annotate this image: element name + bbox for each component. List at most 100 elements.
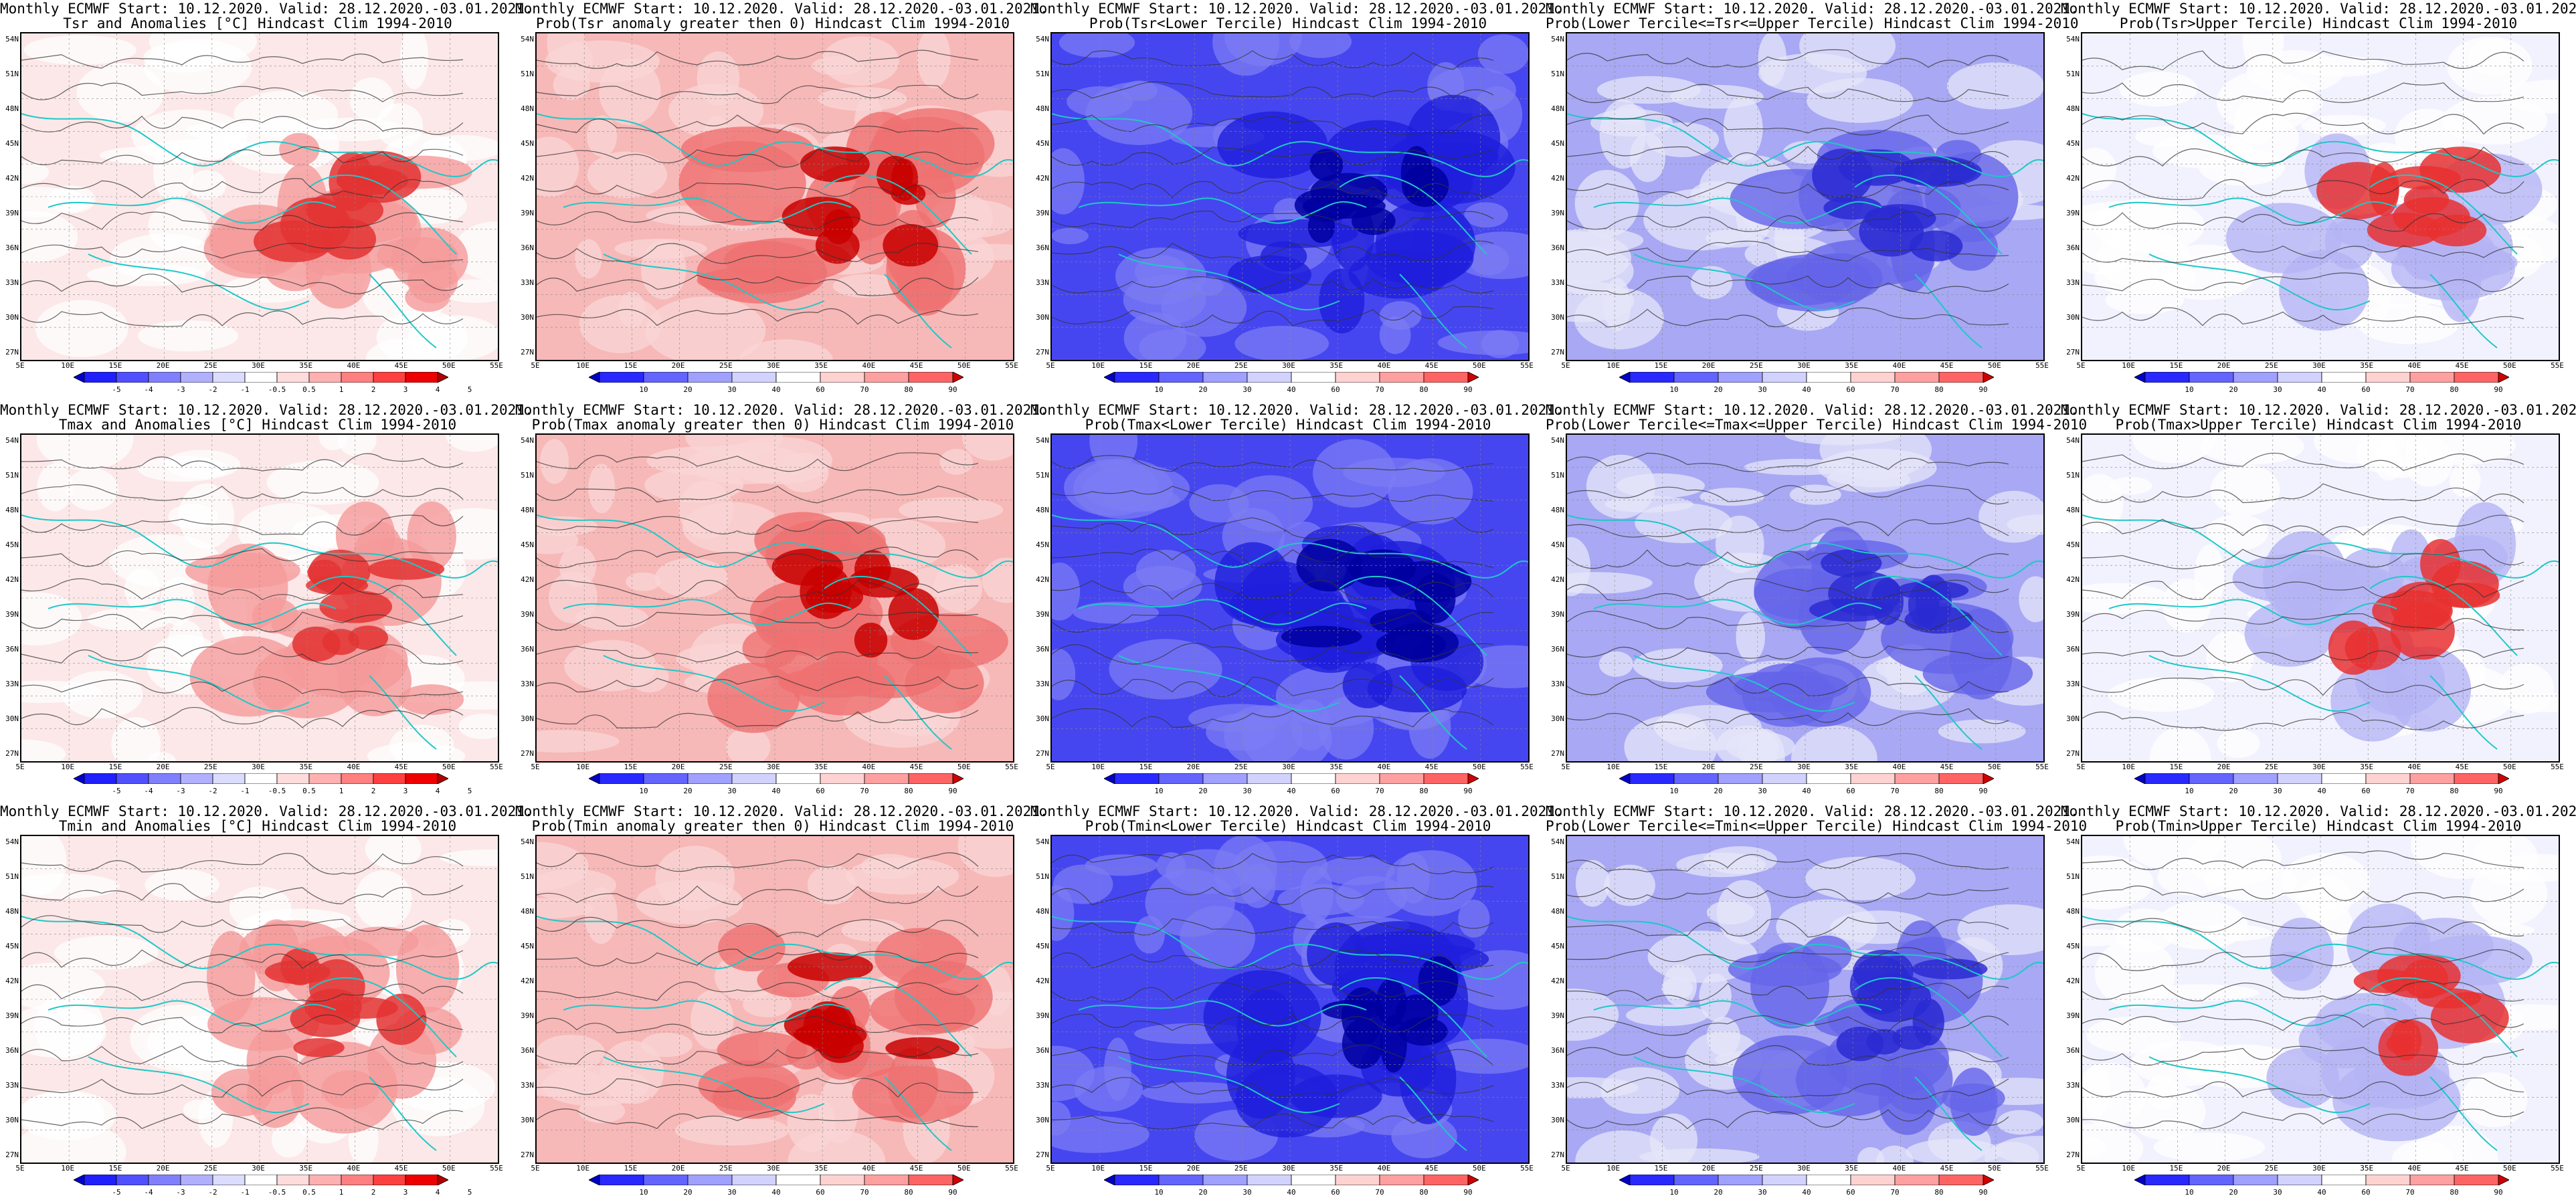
colorbar-label: 80 bbox=[2450, 385, 2459, 394]
lat-label: 48N bbox=[1036, 104, 1049, 113]
colorbar-swatch bbox=[84, 371, 117, 383]
panel-title: Prob(Lower Tercile<=Tmin<=Upper Tercile)… bbox=[1546, 818, 2088, 834]
colorbar-swatch bbox=[731, 773, 777, 785]
colorbar-label: 20 bbox=[1714, 787, 1723, 795]
lon-label: 10E bbox=[2122, 1164, 2136, 1173]
map-field bbox=[537, 33, 1013, 360]
colorbar-swatch bbox=[1850, 371, 1896, 383]
lon-label: 20E bbox=[156, 361, 170, 370]
colorbar-swatch bbox=[1762, 371, 1807, 383]
colorbar-label: 60 bbox=[2361, 385, 2371, 394]
panel-title: Prob(Lower Tercile<=Tsr<=Upper Tercile) … bbox=[1546, 15, 2079, 31]
colorbar-min-arrow bbox=[588, 1174, 600, 1186]
colorbar-swatch bbox=[1629, 773, 1675, 785]
lon-label: 25E bbox=[719, 763, 733, 771]
lon-label: 20E bbox=[1701, 763, 1716, 771]
colorbar-swatch bbox=[2365, 1174, 2411, 1186]
colorbar-swatch bbox=[84, 1174, 117, 1186]
colorbar-label: 4 bbox=[435, 1188, 440, 1197]
colorbar-label: -4 bbox=[144, 385, 153, 394]
colorbar-swatch bbox=[180, 371, 213, 383]
lat-label: 36N bbox=[1036, 645, 1049, 654]
lat-label: 27N bbox=[1551, 348, 1564, 357]
lat-label: 42N bbox=[1551, 575, 1564, 584]
lat-label: 27N bbox=[2066, 1150, 2080, 1159]
colorbar-label: 90 bbox=[1979, 787, 1988, 795]
forecast-map bbox=[1050, 433, 1530, 763]
colorbar-label: -3 bbox=[176, 787, 185, 795]
lon-label: 10E bbox=[2122, 763, 2136, 771]
colorbar bbox=[1103, 773, 1479, 785]
lat-label: 42N bbox=[1551, 977, 1564, 985]
lon-label: 5E bbox=[1561, 763, 1570, 771]
colorbar-label: 40 bbox=[2317, 385, 2326, 394]
colorbar-swatch bbox=[1247, 371, 1292, 383]
colorbar-label: 70 bbox=[2405, 787, 2415, 795]
lon-label: 50E bbox=[2502, 763, 2516, 771]
colorbar bbox=[2134, 1174, 2510, 1186]
colorbar-swatch bbox=[1673, 773, 1719, 785]
lat-label: 33N bbox=[1551, 278, 1564, 287]
lat-label: 39N bbox=[1036, 610, 1049, 619]
colorbar-label: 40 bbox=[771, 1188, 781, 1197]
colorbar-swatches bbox=[1103, 773, 1479, 785]
lat-label: 27N bbox=[1036, 749, 1049, 758]
panel-header: Monthly ECMWF Start: 10.12.2020. Valid: … bbox=[515, 803, 1048, 819]
panel-title: Prob(Tmin<Lower Tercile) Hindcast Clim 1… bbox=[1085, 818, 1491, 834]
lat-label: 48N bbox=[521, 907, 534, 916]
colorbar-label: 30 bbox=[1243, 787, 1252, 795]
lat-label: 42N bbox=[521, 174, 534, 183]
lat-label: 45N bbox=[1551, 540, 1564, 549]
lon-label: 25E bbox=[1749, 763, 1763, 771]
lon-label: 35E bbox=[2360, 1164, 2374, 1173]
lat-label: 48N bbox=[5, 907, 19, 916]
colorbar-swatch bbox=[148, 371, 181, 383]
lat-label: 54N bbox=[521, 837, 534, 846]
colorbar-swatch bbox=[1202, 371, 1248, 383]
lat-label: 39N bbox=[1551, 1011, 1564, 1020]
colorbar-label: 10 bbox=[1154, 1188, 1164, 1197]
lon-label: 15E bbox=[1654, 1164, 1668, 1173]
colorbar-label: 0.5 bbox=[302, 787, 316, 795]
map-field bbox=[1567, 33, 2043, 360]
colorbar-label: 30 bbox=[1758, 1188, 1767, 1197]
lon-label: 45E bbox=[2455, 1164, 2469, 1173]
colorbar bbox=[1103, 371, 1479, 383]
colorbar-label: 5 bbox=[467, 787, 472, 795]
lon-label: 20E bbox=[671, 1164, 685, 1173]
colorbar-swatch bbox=[1629, 371, 1675, 383]
colorbar-swatch bbox=[1423, 773, 1469, 785]
colorbar-swatch bbox=[1158, 371, 1204, 383]
colorbar-label: 60 bbox=[1331, 385, 1340, 394]
panel-header: Monthly ECMWF Start: 10.12.2020. Valid: … bbox=[1030, 803, 1564, 819]
lat-label: 27N bbox=[2066, 749, 2080, 758]
colorbar-swatches bbox=[1103, 1174, 1479, 1186]
lon-label: 20E bbox=[1701, 361, 1716, 370]
lat-label: 45N bbox=[1036, 540, 1049, 549]
lat-label: 39N bbox=[5, 1011, 19, 1020]
lon-label: 20E bbox=[671, 361, 685, 370]
panel-title: Prob(Tmax<Lower Tercile) Hindcast Clim 1… bbox=[1085, 417, 1491, 433]
lon-label: 10E bbox=[1606, 1164, 1621, 1173]
colorbar-swatch bbox=[687, 371, 733, 383]
colorbar-swatch bbox=[373, 1174, 406, 1186]
colorbar-label: -1 bbox=[240, 1188, 250, 1197]
colorbar-swatch bbox=[775, 371, 821, 383]
colorbar-label: 40 bbox=[1802, 787, 1811, 795]
lon-label: 55E bbox=[2551, 361, 2564, 370]
colorbar-label: 90 bbox=[2494, 1188, 2503, 1197]
colorbar-swatch bbox=[1894, 1174, 1940, 1186]
lon-label: 35E bbox=[814, 763, 828, 771]
lon-label: 55E bbox=[1005, 1164, 1018, 1173]
colorbar-swatch bbox=[1423, 371, 1469, 383]
colorbar-label: 40 bbox=[771, 385, 781, 394]
colorbar-swatch bbox=[2454, 773, 2499, 785]
lon-label: 55E bbox=[490, 1164, 503, 1173]
lon-label: 30E bbox=[1282, 1164, 1295, 1173]
colorbar-swatch bbox=[116, 1174, 149, 1186]
lat-label: 54N bbox=[1551, 436, 1564, 445]
lon-label: 45E bbox=[2455, 763, 2469, 771]
panel-header: Monthly ECMWF Start: 10.12.2020. Valid: … bbox=[1546, 1, 2079, 17]
colorbar-swatches bbox=[588, 1174, 964, 1186]
colorbar-max-arrow bbox=[2498, 773, 2510, 785]
